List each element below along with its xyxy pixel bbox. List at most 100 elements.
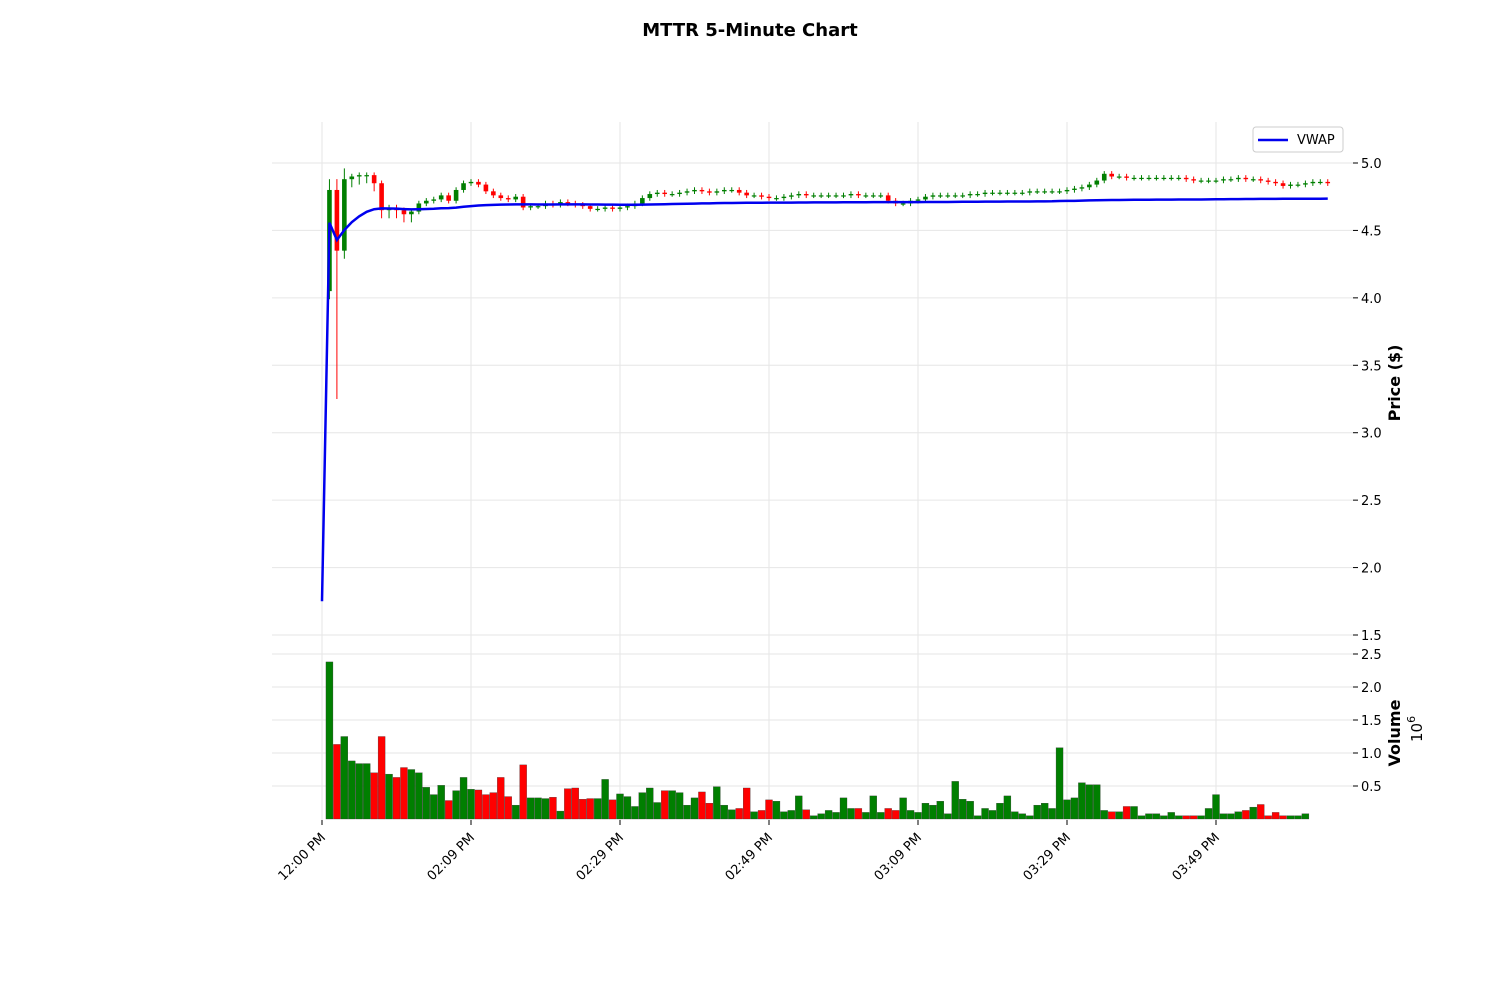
volume-bar	[1227, 813, 1235, 820]
volume-bar	[616, 793, 624, 820]
volume-bar	[944, 813, 952, 820]
volume-bar	[973, 815, 982, 820]
volume-bar	[683, 804, 691, 820]
volume-grid	[272, 653, 1353, 787]
volume-bar	[862, 812, 870, 820]
volume-tick-label: 1.5	[1361, 714, 1382, 729]
volume-bar	[832, 812, 840, 820]
volume-bar	[638, 792, 646, 820]
volume-bar	[601, 779, 609, 820]
volume-bar	[668, 790, 676, 820]
price-tick-label: 2.5	[1361, 494, 1382, 509]
volume-bar	[482, 794, 490, 820]
volume-bar	[966, 801, 974, 820]
volume-bar	[1018, 813, 1026, 820]
candle-body	[1206, 180, 1211, 182]
volume-bar	[653, 802, 661, 820]
candle-body	[1273, 181, 1278, 184]
volume-bar	[884, 808, 892, 820]
candle-body	[446, 195, 451, 201]
candle-body	[1288, 184, 1293, 186]
volume-bar	[892, 810, 900, 820]
candle-body	[587, 206, 593, 209]
volume-bar	[1108, 811, 1116, 820]
candle-body	[476, 181, 481, 185]
volume-bar	[1100, 810, 1108, 820]
volume-bar	[1115, 811, 1123, 820]
time-tick-label: 03:29 PM	[1021, 830, 1074, 883]
candle-body	[1310, 181, 1316, 184]
volume-bar	[1264, 815, 1272, 820]
volume-bar	[869, 795, 877, 820]
price-axis: 1.5 2.0 2.5 3.0 3.5 4.0 4.5 5.0	[1353, 157, 1382, 644]
price-tick-label: 3.5	[1361, 359, 1382, 374]
volume-tick-label: 1.0	[1361, 747, 1382, 762]
volume-bar	[377, 736, 386, 820]
candle-body	[453, 189, 459, 201]
volume-bar	[705, 803, 714, 820]
candle-body	[498, 195, 504, 199]
volume-bar	[1152, 813, 1161, 820]
candle-body	[1079, 187, 1085, 189]
candle-body	[379, 183, 384, 211]
candle-body	[1139, 177, 1144, 180]
volume-bar	[1055, 747, 1064, 820]
volume-bar	[1286, 815, 1295, 820]
candle-body	[1094, 180, 1100, 185]
volume-bar	[854, 808, 863, 820]
candle-body	[1101, 173, 1107, 181]
time-tick-label: 12:00 PM	[276, 830, 329, 883]
candle-body	[885, 195, 891, 201]
candle-body	[878, 195, 884, 197]
volume-bar	[817, 813, 825, 820]
volume-bar	[981, 808, 989, 820]
candle-body	[1154, 177, 1159, 180]
candle-body	[692, 189, 697, 192]
volume-bar	[1182, 815, 1190, 820]
volume-bar	[325, 661, 334, 820]
volume-bar	[713, 786, 721, 820]
time-tick-label: 03:09 PM	[872, 830, 925, 883]
candle-body	[1221, 179, 1226, 181]
volume-bar	[757, 810, 766, 820]
volume-bar	[735, 808, 743, 820]
candle-body	[1258, 179, 1263, 181]
candle-body	[990, 192, 995, 194]
volume-bar	[787, 810, 795, 820]
volume-bar	[988, 810, 997, 820]
volume-series	[325, 661, 1310, 820]
vwap-series	[320, 197, 1328, 602]
volume-axis-title: Volume	[1385, 699, 1404, 766]
candle-body	[759, 195, 764, 197]
candle-body	[349, 176, 355, 180]
candle-body	[565, 202, 571, 204]
candle-body	[371, 175, 377, 184]
candle-body	[1228, 179, 1234, 181]
candle-body	[945, 195, 951, 197]
volume-bar	[1011, 811, 1019, 820]
candle-body	[1116, 176, 1122, 178]
candle-body	[1124, 176, 1129, 178]
volume-bar	[1122, 806, 1131, 820]
price-tick-label: 5.0	[1361, 157, 1382, 172]
time-tick-label: 02:29 PM	[574, 830, 627, 883]
candle-body	[982, 192, 988, 195]
legend: VWAP	[1252, 126, 1344, 153]
candle-body	[967, 194, 973, 196]
volume-scale-base: 10	[1408, 723, 1426, 742]
volume-bar	[579, 799, 587, 820]
candle-body	[520, 196, 526, 208]
volume-bar	[1204, 808, 1213, 820]
volume-bar	[839, 797, 848, 820]
volume-bar	[1160, 815, 1168, 820]
volume-bar	[452, 790, 460, 820]
candle-body	[491, 191, 496, 196]
price-tick-label: 3.0	[1361, 427, 1382, 442]
candle-body	[483, 184, 489, 192]
svg-text:106: 106	[1405, 716, 1426, 742]
volume-bar	[810, 815, 818, 820]
volume-bar	[1063, 799, 1071, 820]
candle-body	[669, 194, 675, 196]
volume-bar	[959, 799, 967, 820]
volume-bar	[936, 801, 944, 820]
